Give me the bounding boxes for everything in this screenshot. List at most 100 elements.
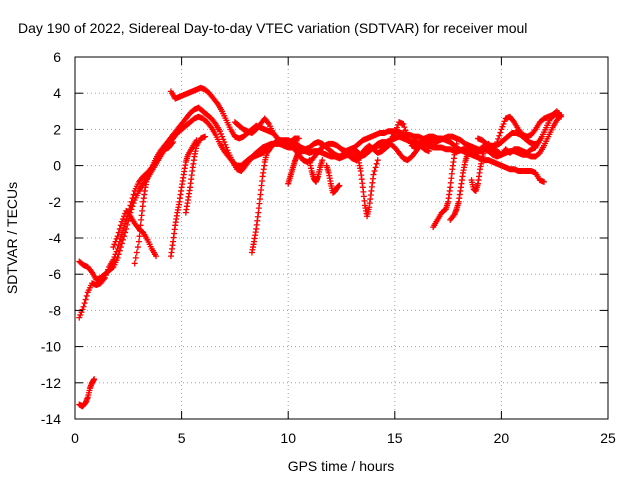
data-point <box>216 128 223 135</box>
series-dip-11.2 <box>306 157 326 185</box>
data-point <box>112 238 119 245</box>
data-point <box>371 168 378 175</box>
data-point <box>295 148 302 155</box>
y-tick-label: 0 <box>53 158 61 174</box>
series-arc-f <box>231 115 302 147</box>
data-point <box>370 171 377 178</box>
grid-lines <box>75 57 608 419</box>
data-point <box>295 135 302 142</box>
data-point <box>114 254 121 261</box>
data-point <box>81 300 88 307</box>
data-point <box>117 222 124 229</box>
series-dip-8.4 <box>248 144 275 256</box>
series-dip-12.2 <box>323 162 343 196</box>
data-point <box>464 151 471 158</box>
data-point <box>499 123 506 130</box>
x-tick-label: 10 <box>280 430 296 446</box>
x-tick-label: 25 <box>600 430 616 446</box>
data-point <box>131 260 138 267</box>
data-point <box>494 139 501 146</box>
data-point <box>114 233 121 240</box>
series-arc-d <box>131 139 177 267</box>
data-point <box>220 136 227 143</box>
data-point <box>170 139 177 146</box>
data-point <box>498 126 505 133</box>
data-point <box>132 254 139 261</box>
data-point <box>136 233 143 240</box>
series-arc-a <box>76 104 565 321</box>
data-point <box>129 203 136 210</box>
data-point <box>401 124 408 131</box>
data-point <box>536 137 543 144</box>
data-point <box>373 160 380 167</box>
data-point <box>137 227 144 234</box>
data-point <box>123 225 130 232</box>
data-point <box>495 135 502 142</box>
data-point <box>222 141 229 148</box>
y-axis-label: SDTVAR / TECUs <box>4 182 20 294</box>
data-point <box>497 129 504 136</box>
data-point <box>541 178 548 185</box>
data-point <box>121 233 128 240</box>
y-tick-label: -8 <box>49 302 62 318</box>
y-tick-label: -2 <box>49 194 62 210</box>
axis-ticks: 0 5 10 15 20 25 -14 -12 -10 -8 -6 -4 -2 0 2 4 6 <box>41 49 616 446</box>
data-point <box>501 118 508 125</box>
y-tick-label: -12 <box>41 375 61 391</box>
data-point <box>153 253 160 260</box>
data-point <box>336 182 343 189</box>
series-dip-5.3 <box>182 133 209 216</box>
data-points <box>76 84 565 410</box>
data-point <box>130 191 137 198</box>
series-cluster-13 <box>344 140 432 164</box>
data-point <box>77 311 84 318</box>
data-point <box>372 164 379 171</box>
x-tick-label: 5 <box>178 430 186 446</box>
data-point <box>122 229 129 236</box>
data-point <box>82 296 89 303</box>
data-point <box>202 133 209 140</box>
data-point <box>400 120 407 127</box>
series-arc-h <box>494 108 565 146</box>
data-point <box>453 140 460 147</box>
data-point <box>135 238 142 245</box>
data-point <box>124 221 131 228</box>
data-point <box>111 254 118 261</box>
data-point <box>218 130 225 137</box>
data-point <box>496 132 503 139</box>
data-point <box>109 264 116 271</box>
data-point <box>268 144 275 151</box>
data-point <box>125 217 132 224</box>
data-point <box>119 236 126 243</box>
series-dip-13.7 <box>355 157 381 220</box>
series-early-low-segment <box>76 376 98 410</box>
data-point <box>121 213 128 220</box>
data-point <box>500 120 507 127</box>
data-point <box>115 251 122 258</box>
data-point <box>137 222 144 229</box>
plot-frame <box>74 56 609 420</box>
data-point <box>221 139 228 146</box>
data-point <box>130 200 137 207</box>
data-point <box>128 206 135 213</box>
data-point <box>83 292 90 299</box>
y-tick-label: -14 <box>41 411 61 427</box>
data-point <box>558 113 565 120</box>
chart-title: Day 190 of 2022, Sidereal Day-to-day VTE… <box>18 20 527 36</box>
y-tick-label: -6 <box>49 266 62 282</box>
data-point <box>116 247 123 254</box>
series-dip-16.8 <box>430 140 460 231</box>
series-dip-4.7 <box>167 137 200 260</box>
data-point <box>110 244 117 251</box>
x-tick-label: 0 <box>71 430 79 446</box>
y-tick-label: 2 <box>53 121 61 137</box>
y-tick-label: 6 <box>53 49 61 65</box>
series-cluster-20 <box>477 137 543 158</box>
series-dip-17.9 <box>447 151 471 223</box>
data-point <box>118 240 125 247</box>
data-point <box>115 229 122 236</box>
data-point <box>134 244 141 251</box>
data-point <box>219 133 226 140</box>
data-point <box>133 249 140 256</box>
